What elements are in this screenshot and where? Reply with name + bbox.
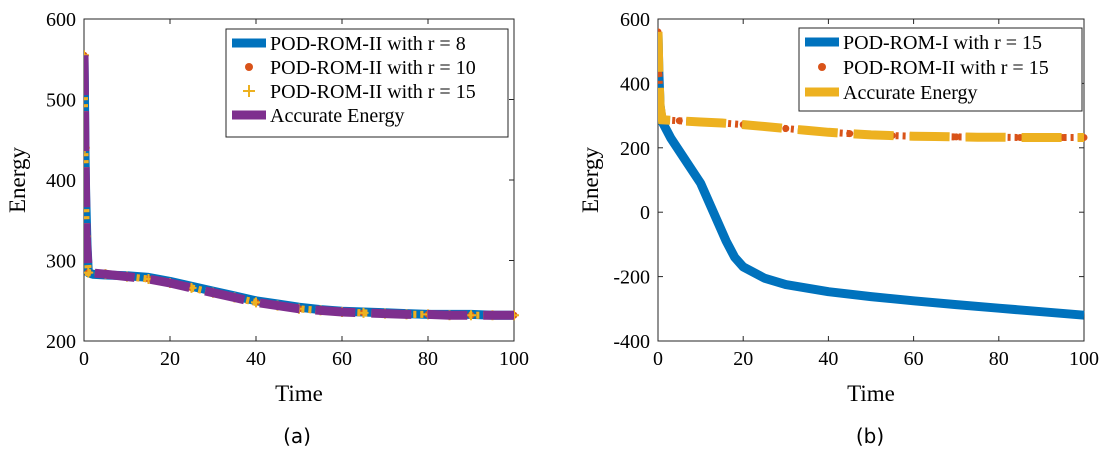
x-tick-label: 0: [79, 348, 89, 370]
subfigure-caption: (a): [283, 424, 311, 448]
y-tick-label: 0: [640, 202, 650, 224]
legend-label: POD-ROM-II with r = 15: [270, 81, 476, 103]
legend-swatch: [243, 85, 255, 97]
y-tick-label: 400: [620, 73, 650, 95]
x-tick-label: 0: [653, 348, 663, 370]
series-point: [658, 70, 663, 78]
series-point: [358, 307, 369, 318]
chart-a: 0 20 40 60 80 100 200 300 400 500 600 Time Energy (a)…: [5, 9, 529, 448]
y-tick-label: 400: [46, 170, 76, 192]
y-tick-label: 600: [46, 9, 76, 31]
x-tick-label: 60: [332, 348, 352, 370]
legend-label: Accurate Energy: [270, 105, 405, 127]
series-point: [675, 117, 683, 125]
legend-label: POD-ROM-II with r = 8: [270, 33, 466, 55]
series-point: [952, 133, 960, 141]
y-tick-label: -400: [613, 331, 650, 353]
series-line-dashed: [84, 55, 514, 320]
legend-box: [798, 27, 1083, 112]
legend-swatch: [818, 63, 826, 71]
legend-label: POD-ROM-II with r = 10: [270, 57, 476, 79]
x-tick-label: 60: [904, 348, 924, 370]
x-tick-label: 80: [418, 348, 438, 370]
y-tick-label: -200: [613, 267, 650, 289]
x-tick-label: 40: [818, 348, 838, 370]
y-tick-label: 200: [620, 138, 650, 160]
legend-label: POD-ROM-II with r = 15: [843, 57, 1049, 79]
y-axis-label: Energy: [5, 147, 30, 214]
y-tick-label: 600: [620, 9, 650, 31]
x-tick-label: 20: [160, 348, 180, 370]
legend-swatch: [245, 63, 253, 71]
series-point: [466, 310, 476, 321]
series-point: [846, 130, 854, 138]
x-tick-label: 20: [733, 348, 753, 370]
x-tick-label: 100: [499, 348, 529, 370]
x-tick-label: 40: [246, 348, 266, 370]
y-tick-label: 300: [46, 251, 76, 273]
x-tick-label: 80: [989, 348, 1009, 370]
series-layer: [84, 50, 519, 321]
series-line-dashed: [658, 31, 1084, 142]
y-axis-label: Energy: [578, 147, 603, 214]
series-point: [782, 124, 790, 132]
y-tick-label: 500: [46, 90, 76, 112]
chart-b: 0 20 40 60 80 100 -400 -200 0 200 400 600 Time Energy…: [578, 9, 1099, 448]
series-point: [84, 267, 94, 278]
x-tick-label: 100: [1069, 348, 1099, 370]
series-line: [658, 33, 1085, 320]
x-axis-label: Time: [847, 381, 895, 406]
x-axis-label: Time: [275, 381, 323, 406]
subfigure-caption: (b): [856, 424, 884, 448]
series-point: [251, 297, 261, 308]
y-tick-label: 200: [46, 331, 76, 353]
legend-label: POD-ROM-I with r = 15: [843, 32, 1042, 54]
legend-box: [225, 28, 509, 138]
series-layer: [658, 28, 1088, 320]
legend-label: Accurate Energy: [843, 82, 978, 104]
